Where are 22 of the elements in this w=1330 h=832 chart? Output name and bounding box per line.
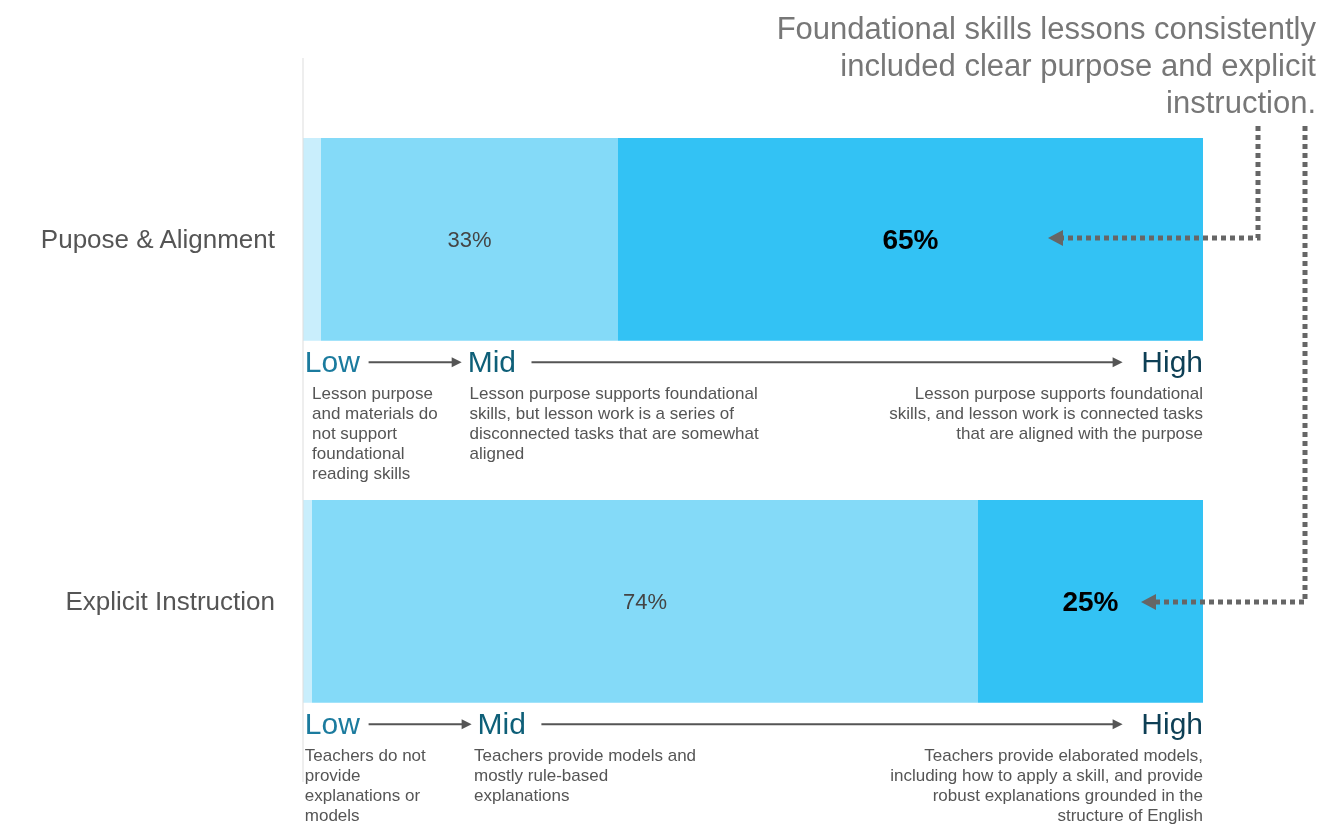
data-label: 25% xyxy=(1062,585,1119,617)
annotation: Low xyxy=(304,344,360,381)
annotation: Teachers provide models and mostly rule-based explanations xyxy=(474,746,698,807)
annotation: Lesson purpose supports foundational skills, but lesson work is a series of disconnected tasks that are somewhat aligned xyxy=(469,384,760,465)
annotation: Lesson purpose and materials do not support foundational reading skills xyxy=(312,384,439,485)
bar xyxy=(303,138,321,341)
data-label: 74% xyxy=(622,588,668,614)
annotation: Mid xyxy=(477,706,526,743)
y-tick-label: Explicit Instruction xyxy=(65,586,275,617)
chart-title: Foundational skills lessons consistently included clear purpose and explicit instruction. xyxy=(775,10,1316,121)
y-tick-label: Pupose & Alignment xyxy=(40,224,276,255)
annotation: High xyxy=(1141,344,1203,381)
bar xyxy=(321,138,618,341)
data-label: 33% xyxy=(447,226,492,252)
annotation: Teachers provide elaborated models, including how to apply a skill, and provide robust explanations grounded in the structure of English xyxy=(889,746,1203,827)
annotation: Lesson purpose supports foundational skills, and lesson work is connected tasks that are aligned with the purpose xyxy=(888,384,1203,445)
annotation: High xyxy=(1141,706,1203,743)
annotation: Mid xyxy=(467,344,517,381)
data-label: 65% xyxy=(882,223,939,255)
annotation: Teachers do not provide explanations or models xyxy=(304,746,427,827)
bar xyxy=(312,500,978,703)
annotation: Low xyxy=(304,706,360,743)
